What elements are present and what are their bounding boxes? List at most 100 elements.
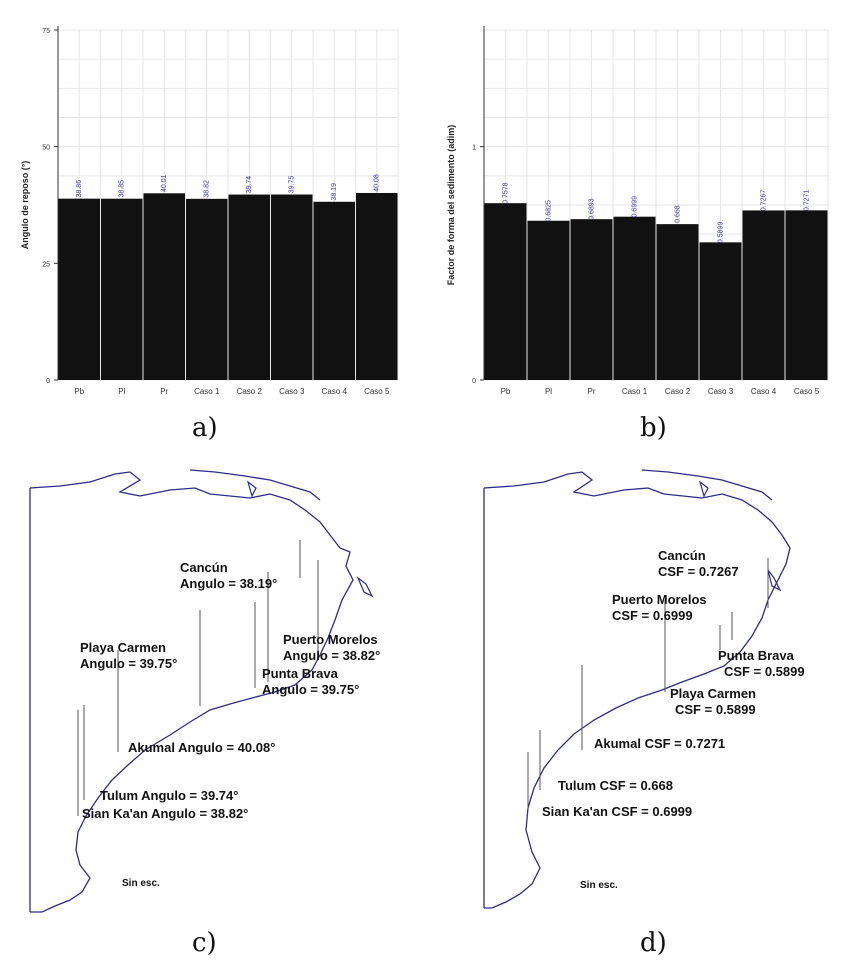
label-punta-brava: Punta Brava (718, 648, 795, 663)
x-tick-label: Caso 2 (237, 387, 263, 396)
bar (656, 224, 699, 380)
data-label: 0.668 (674, 205, 681, 223)
scale-note: Sin esc. (122, 878, 160, 889)
x-tick-label: Caso 5 (364, 387, 390, 396)
label-puerto-morelos: Puerto Morelos (283, 632, 378, 647)
label-playa-carmen: Playa Carmen (80, 640, 166, 655)
label-cancun: Cancún (180, 560, 228, 575)
coastline-north (29, 469, 321, 912)
data-label: 0.6893 (588, 198, 595, 220)
x-tick-label: Pl (118, 387, 125, 396)
caption-d: d) (640, 928, 667, 958)
data-label: 38.19 (331, 183, 338, 201)
bar (356, 192, 398, 380)
chart-b: 0 1 0.7578 Pb 0.6825 Pl 0.6893 Pr 0.6999 Caso 1 0.… (430, 0, 847, 405)
x-tick-label: Caso 5 (794, 387, 820, 396)
map-d: Cancún CSF = 0.7267 Puerto Morelos CSF =… (470, 460, 847, 930)
caption-a: a) (192, 413, 218, 443)
y-axis-label: Angulo de reposo (°) (20, 161, 30, 250)
bar (484, 203, 527, 380)
x-tick-label: Pb (74, 387, 84, 396)
value-cancun: CSF = 0.7267 (658, 564, 739, 579)
y-tick-label: 0 (46, 378, 50, 385)
x-tick-label: Pr (160, 387, 168, 396)
data-label: 0.7578 (502, 182, 509, 204)
y-tick-label: 50 (42, 145, 50, 152)
marker-lines (527, 558, 769, 810)
data-label: 38.85 (119, 180, 126, 198)
x-tick-label: Caso 1 (194, 387, 220, 396)
bar (785, 210, 828, 380)
island (698, 480, 782, 592)
data-label: 39.75 (289, 176, 296, 194)
x-tick-label: Caso 4 (322, 387, 348, 396)
chart-a: 0 25 50 75 38.86 Pb 38.85 Pl 40.01 Pr 38.82 Caso 1 3… (0, 0, 420, 405)
y-tick-label: 25 (42, 261, 50, 268)
bar (742, 210, 785, 380)
label-akumal: Akumal Angulo = 40.08° (128, 740, 275, 755)
data-label: 0.5899 (717, 222, 724, 244)
data-label: 38.86 (76, 180, 83, 198)
label-akumal: Akumal CSF = 0.7271 (594, 736, 725, 751)
data-label: 40.08 (374, 174, 381, 192)
bar (271, 194, 313, 380)
y-axis-label: Factor de forma del sedimento (adim) (446, 125, 456, 286)
y-tick-label: 75 (42, 28, 50, 35)
x-tick-label: Caso 4 (751, 387, 777, 396)
marker-lines (77, 540, 319, 816)
label-tulum: Tulum Angulo = 39.74° (100, 788, 238, 803)
x-tick-label: Pl (545, 387, 552, 396)
value-puerto-morelos: Angulo = 38.82° (283, 648, 380, 663)
bar (143, 193, 185, 380)
map-c-svg: Cancún Angulo = 38.19° Puerto Morelos An… (29, 469, 380, 913)
value-punta-brava: CSF = 0.5899 (724, 664, 805, 679)
bar (613, 216, 656, 380)
value-punta-brava: Angulo = 39.75° (262, 682, 359, 697)
caption-b: b) (640, 413, 667, 443)
value-cancun: Angulo = 38.19° (180, 576, 277, 591)
x-tick-label: Caso 2 (665, 387, 691, 396)
value-puerto-morelos: CSF = 0.6999 (612, 608, 693, 623)
data-label: 39.74 (246, 176, 253, 194)
bar (570, 219, 613, 380)
coastline (483, 471, 791, 909)
data-label: 0.6825 (545, 200, 552, 222)
x-tick-label: Caso 3 (708, 387, 734, 396)
data-label: 38.82 (204, 180, 211, 198)
label-cancun: Cancún (658, 548, 706, 563)
x-tick-label: Caso 3 (279, 387, 305, 396)
x-tick-label: Pr (588, 387, 596, 396)
bar (527, 220, 570, 380)
caption-c: c) (192, 928, 217, 958)
bar (58, 198, 100, 380)
island (246, 480, 374, 598)
y-tick-label: 0 (472, 378, 476, 385)
bar (101, 198, 143, 380)
scale-note: Sin esc. (580, 880, 618, 891)
bar (699, 242, 742, 380)
value-playa-carmen: CSF = 0.5899 (675, 702, 756, 717)
label-tulum: Tulum CSF = 0.668 (558, 778, 673, 793)
label-sian-kaan: Sian Ka'an Angulo = 38.82° (82, 806, 248, 821)
x-tick-label: Pb (501, 387, 511, 396)
map-c: Cancún Angulo = 38.19° Puerto Morelos An… (20, 460, 400, 930)
label-playa-carmen: Playa Carmen (670, 686, 756, 701)
y-tick-label: 1 (472, 145, 476, 152)
value-playa-carmen: Angulo = 39.75° (80, 656, 177, 671)
chart-a-svg: 0 25 50 75 38.86 Pb 38.85 Pl 40.01 Pr 38.82 Caso 1 3… (20, 26, 399, 396)
data-label: 40.01 (161, 174, 168, 192)
label-punta-brava: Punta Brava (262, 666, 339, 681)
data-label: 0.7271 (803, 190, 810, 212)
map-d-svg: Cancún CSF = 0.7267 Puerto Morelos CSF =… (483, 469, 805, 909)
data-label: 0.7267 (760, 190, 767, 212)
coastline-north (483, 469, 773, 908)
bar (228, 194, 270, 380)
bar (313, 201, 355, 380)
label-puerto-morelos: Puerto Morelos (612, 592, 707, 607)
coastline (29, 471, 354, 913)
bar (186, 198, 228, 380)
x-tick-label: Caso 1 (622, 387, 648, 396)
label-sian-kaan: Sian Ka'an CSF = 0.6999 (542, 804, 692, 819)
data-label: 0.6999 (631, 196, 638, 218)
chart-b-svg: 0 1 0.7578 Pb 0.6825 Pl 0.6893 Pr 0.6999 Caso 1 0.… (446, 26, 829, 396)
